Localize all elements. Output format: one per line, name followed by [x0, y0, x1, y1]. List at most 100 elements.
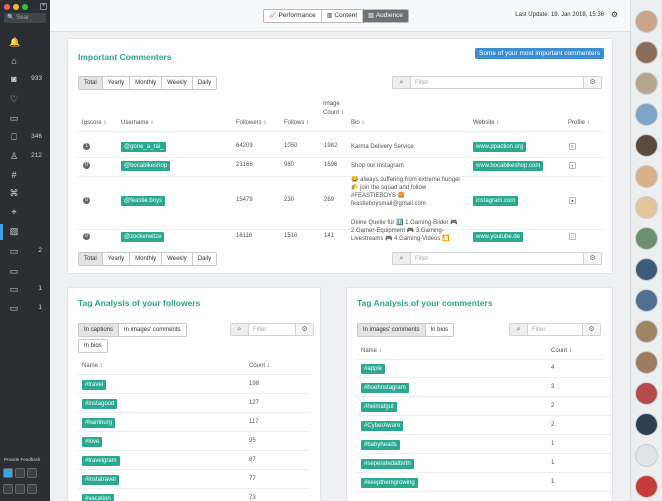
minimize-window-button[interactable]	[13, 4, 19, 10]
sidebar-item[interactable]: ▭ 2	[0, 242, 50, 261]
account-avatar[interactable]	[635, 72, 658, 95]
tab-audience[interactable]: ▧ Audience	[363, 10, 408, 22]
account-avatar[interactable]	[635, 258, 658, 281]
option-yearly[interactable]: Yearly	[102, 77, 131, 89]
filter-input[interactable]: Filter	[415, 80, 429, 86]
col-count[interactable]: Count ↕	[551, 348, 572, 354]
sidebar-item[interactable]: ♙ 212	[0, 147, 50, 166]
filter-input[interactable]: Filter	[415, 256, 429, 262]
hashtag-tag[interactable]: #apple	[361, 364, 386, 374]
option-in-images-comments[interactable]: In images' comments	[358, 324, 426, 336]
account-avatar[interactable]	[635, 103, 658, 126]
account-avatar[interactable]	[635, 444, 658, 467]
sidebar-item[interactable]: ♡	[0, 90, 50, 109]
profile-icon[interactable]: ≡	[569, 143, 576, 150]
account-avatar[interactable]	[635, 289, 658, 312]
website-link[interactable]: www.youtube.de	[473, 232, 524, 242]
account-avatar[interactable]	[635, 351, 658, 374]
filter-input[interactable]: Filter	[532, 327, 546, 333]
hashtag-tag[interactable]: #vacation	[82, 494, 114, 501]
sidebar-item[interactable]: ▭ 1	[0, 299, 50, 318]
col-bio[interactable]: Bio ↕	[351, 120, 365, 126]
option-yearly[interactable]: Yearly	[102, 253, 131, 265]
account-avatar[interactable]	[635, 320, 658, 343]
sidebar-item[interactable]: ▭	[0, 109, 50, 128]
sidebar-item[interactable]: ▨	[0, 222, 50, 241]
username-link[interactable]: @bocabikeshop	[121, 161, 171, 171]
col-name[interactable]: Name ↕	[361, 348, 382, 354]
hashtag-tag[interactable]: #hamburg	[82, 418, 116, 428]
add-window-icon[interactable]: +	[40, 3, 47, 10]
username-link[interactable]: @zockerwitze	[121, 232, 165, 242]
username-link[interactable]: @feastie.boys	[121, 196, 166, 206]
hashtag-tag[interactable]: #babyheads	[361, 440, 400, 450]
option-weekly[interactable]: Weekly	[162, 77, 193, 89]
filter-settings-icon[interactable]: ⚙	[583, 77, 601, 88]
sidebar-item[interactable]: ⌘	[0, 184, 50, 203]
hashtag-tag[interactable]: #hoehnstagram	[361, 383, 409, 393]
website-link[interactable]: instagram.com	[473, 196, 519, 206]
tab-performance[interactable]: 📈 Performance	[264, 10, 322, 22]
option-monthly[interactable]: Monthly	[130, 77, 163, 89]
filter-input[interactable]: Filter	[253, 327, 267, 333]
account-row[interactable]	[3, 484, 47, 496]
sidebar-item[interactable]: ◙ 933	[0, 70, 50, 89]
hashtag-tag[interactable]: #CyberAware	[361, 421, 404, 431]
maximize-window-button[interactable]	[22, 4, 28, 10]
info-button[interactable]: Some of your most important commenters	[474, 48, 604, 59]
account-avatar[interactable]	[635, 413, 658, 436]
account-avatar[interactable]	[635, 382, 658, 405]
option-total[interactable]: Total	[79, 253, 103, 265]
account-row[interactable]	[3, 468, 47, 480]
account-avatar[interactable]	[635, 10, 658, 33]
sidebar-item[interactable]: #	[0, 166, 50, 185]
option-source[interactable]: In images' comments	[119, 324, 186, 336]
col-count[interactable]: Count ↕	[249, 363, 270, 369]
option-daily[interactable]: Daily	[192, 77, 217, 89]
sidebar-item[interactable]: 🔔	[0, 33, 50, 52]
option-in-bios[interactable]: In bios	[425, 324, 454, 336]
sidebar-item[interactable]: ⌂	[0, 52, 50, 71]
website-link[interactable]: www.ppaction.org	[473, 142, 527, 152]
sidebar-item[interactable]: ▭	[0, 262, 50, 281]
col-name[interactable]: Name ↕	[82, 363, 103, 369]
username-link[interactable]: @gone_a_rai_	[121, 142, 167, 152]
gear-icon[interactable]: ⚙	[610, 10, 618, 19]
profile-icon[interactable]: ●	[569, 197, 576, 204]
hashtag-tag[interactable]: #travel	[82, 380, 107, 390]
profile-icon[interactable]: ▪	[569, 162, 576, 169]
account-avatar[interactable]	[635, 475, 658, 498]
tab-content[interactable]: ▥ Content	[321, 10, 364, 22]
option-monthly[interactable]: Monthly	[130, 253, 163, 265]
option-weekly[interactable]: Weekly	[162, 253, 193, 265]
col-image-count[interactable]: Image Count ↕	[323, 101, 344, 116]
option-source[interactable]: In captions	[79, 324, 120, 336]
website-link[interactable]: www.bocabikeshop.com	[473, 161, 544, 171]
sidebar-item[interactable]: ⌖	[0, 203, 50, 222]
option-total[interactable]: Total	[79, 77, 103, 89]
hashtag-tag[interactable]: #seperatedatbirth	[361, 459, 414, 469]
account-avatar[interactable]	[635, 165, 658, 188]
account-avatar[interactable]	[635, 227, 658, 250]
col-profile[interactable]: Profile ↕	[568, 120, 590, 126]
feedback-link[interactable]: Provide Feedback	[4, 457, 41, 462]
hashtag-tag[interactable]: #keepthemgrowing	[361, 478, 418, 488]
close-window-button[interactable]	[4, 4, 10, 10]
hashtag-tag[interactable]: #instagood	[82, 399, 118, 409]
option-daily[interactable]: Daily	[192, 253, 217, 265]
col-igscore[interactable]: Igscore ↕	[82, 120, 107, 126]
sidebar-search-input[interactable]: 🔍 Sear	[4, 13, 46, 23]
option-in-bios[interactable]: In bios	[79, 340, 107, 352]
col-website[interactable]: Website ↕	[473, 120, 500, 126]
col-follows[interactable]: Follows ↕	[284, 120, 310, 126]
account-avatar[interactable]	[635, 41, 658, 64]
account-avatar[interactable]	[635, 134, 658, 157]
hashtag-tag[interactable]: #instatravel	[82, 475, 119, 485]
filter-settings-icon[interactable]: ⚙	[583, 253, 601, 264]
filter-settings-icon[interactable]: ⚙	[582, 324, 600, 335]
col-username[interactable]: Username ↕	[121, 120, 154, 126]
hashtag-tag[interactable]: #travelgram	[82, 456, 120, 466]
col-followers[interactable]: Followers ↕	[236, 120, 267, 126]
filter-settings-icon[interactable]: ⚙	[295, 324, 313, 335]
account-avatar[interactable]	[635, 196, 658, 219]
